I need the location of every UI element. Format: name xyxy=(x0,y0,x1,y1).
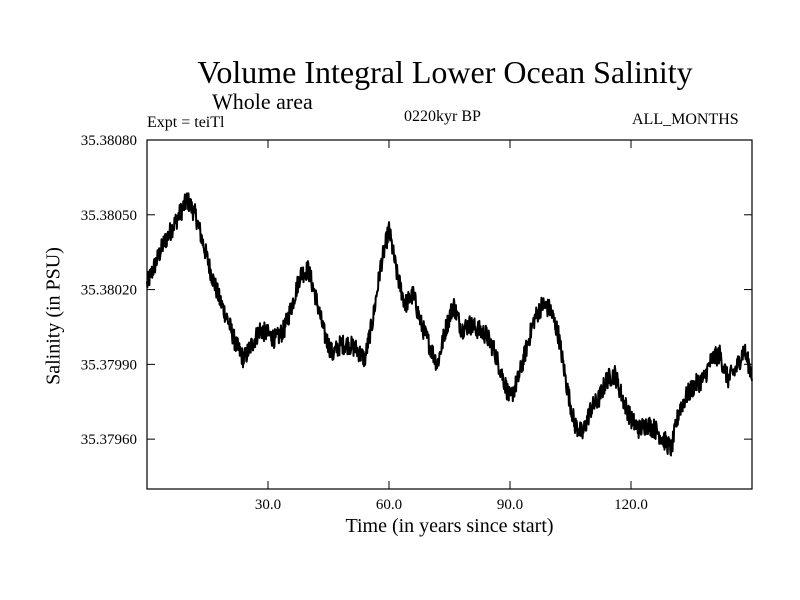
period-label: 0220kyr BP xyxy=(404,108,481,125)
x-tick-label: 60.0 xyxy=(376,497,402,513)
y-axis-label: Salinity (in PSU) xyxy=(42,247,65,385)
salinity-series-line xyxy=(146,192,753,457)
y-tick-label: 35.38050 xyxy=(81,208,137,224)
plot-frame xyxy=(146,139,753,490)
x-axis: 30.0 60.0 90.0 120.0 xyxy=(255,140,648,513)
x-axis-label: Time (in years since start) xyxy=(345,515,554,537)
y-tick-label: 35.38020 xyxy=(81,283,137,299)
experiment-label: Expt = teiTl xyxy=(147,114,225,131)
chart-subtitle: Whole area xyxy=(212,89,313,114)
months-label: ALL_MONTHS xyxy=(632,111,739,128)
chart-title: Volume Integral Lower Ocean Salinity xyxy=(197,54,693,90)
x-tick-label: 90.0 xyxy=(497,497,523,513)
x-tick-label: 30.0 xyxy=(255,497,281,513)
y-axis: 35.37960 35.37990 35.38020 35.38050 35.38080 xyxy=(81,133,752,448)
y-tick-label: 35.37990 xyxy=(81,357,137,373)
x-tick-label: 120.0 xyxy=(614,497,648,513)
y-tick-label: 35.37960 xyxy=(81,432,137,448)
y-tick-label: 35.38080 xyxy=(81,133,137,149)
